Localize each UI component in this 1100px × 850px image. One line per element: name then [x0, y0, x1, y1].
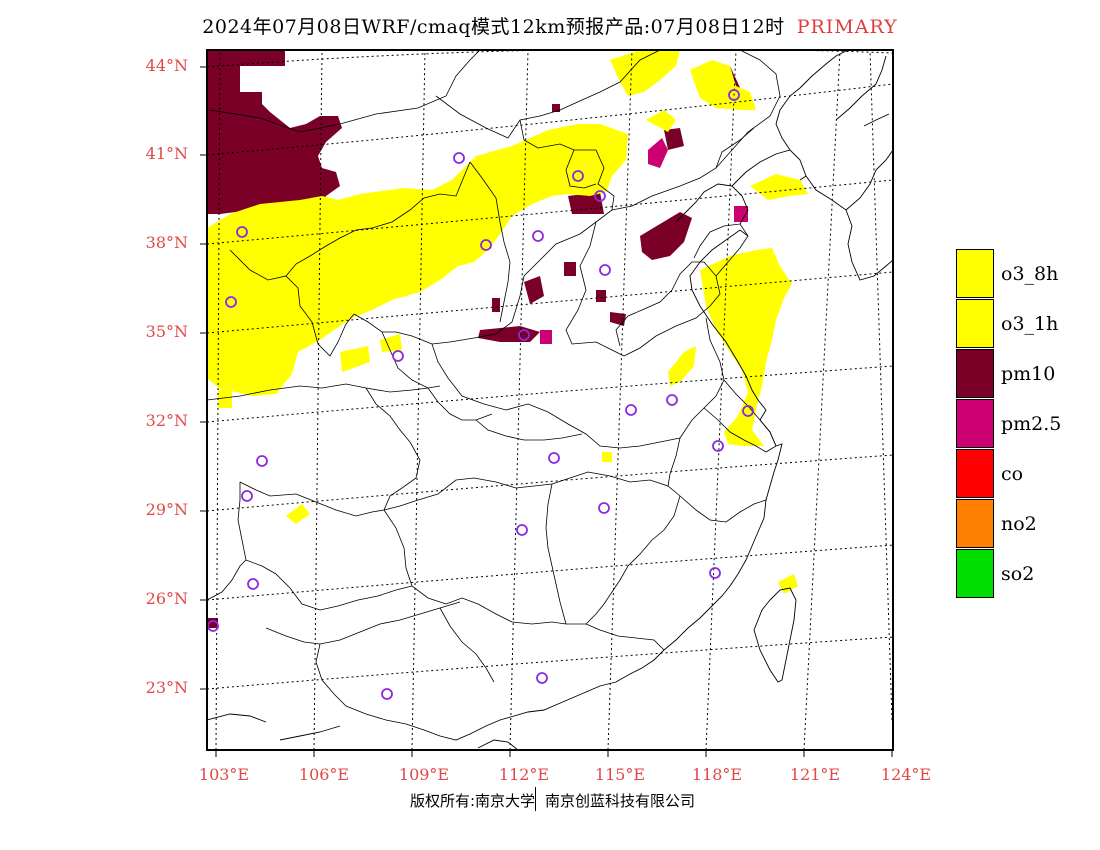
- axis-ticks: [200, 66, 893, 757]
- legend-item-o3-1h: o3_1h: [956, 299, 1100, 349]
- legend-item-co: co: [956, 449, 1100, 499]
- copyright-left: 版权所有:南京大学: [409, 792, 535, 810]
- lat-label-38: 38°N: [145, 233, 188, 252]
- legend-label: o3_8h: [1001, 263, 1059, 285]
- legend-swatch: [956, 249, 994, 298]
- legend-item-so2: so2: [956, 549, 1100, 599]
- legend-swatch: [956, 399, 994, 448]
- lon-label-109: 109°E: [398, 765, 450, 784]
- legend-item-o3-8h: o3_8h: [956, 249, 1100, 299]
- title-tag: PRIMARY: [796, 16, 898, 38]
- copyright-right: 南京创蓝科技有限公司: [545, 792, 696, 810]
- graticule: [207, 50, 893, 750]
- neighbor-boundaries: [207, 50, 893, 741]
- legend-item-pm10: pm10: [956, 349, 1100, 399]
- legend-swatch: [956, 549, 994, 598]
- lon-label-115: 115°E: [594, 765, 646, 784]
- lat-label-35: 35°N: [145, 322, 188, 341]
- lon-label-118: 118°E: [691, 765, 743, 784]
- legend-swatch: [956, 299, 994, 348]
- legend-swatch: [956, 499, 994, 548]
- province-boundaries: [207, 50, 781, 725]
- legend-label: co: [1001, 463, 1024, 485]
- legend-label: o3_1h: [1001, 313, 1059, 335]
- coastline: [405, 87, 807, 750]
- lat-label-23: 23°N: [145, 678, 188, 697]
- legend-label: pm2.5: [1001, 413, 1062, 435]
- lon-label-121: 121°E: [789, 765, 841, 784]
- legend-item-pm25: pm2.5: [956, 399, 1100, 449]
- lat-label-32: 32°N: [145, 411, 188, 430]
- lon-label-124: 124°E: [880, 765, 932, 784]
- lat-label-41: 41°N: [145, 144, 188, 163]
- footer-divider: [535, 787, 536, 811]
- lon-label-112: 112°E: [498, 765, 550, 784]
- lat-label-29: 29°N: [145, 500, 188, 519]
- lon-label-103: 103°E: [198, 765, 250, 784]
- map-title: 2024年07月08日WRF/cmaq模式12km预报产品:07月08日12时 P…: [0, 12, 1100, 39]
- legend-swatch: [956, 449, 994, 498]
- legend-swatch: [956, 349, 994, 398]
- lat-label-44: 44°N: [145, 56, 188, 75]
- map-frame: [206, 49, 894, 751]
- legend-label: no2: [1001, 513, 1037, 535]
- pm25-region: [540, 138, 748, 344]
- legend-item-no2: no2: [956, 499, 1100, 549]
- legend-label: so2: [1001, 563, 1035, 585]
- lat-label-26: 26°N: [145, 589, 188, 608]
- title-text: 2024年07月08日WRF/cmaq模式12km预报产品:07月08日12时: [202, 16, 785, 38]
- legend-label: pm10: [1001, 363, 1056, 385]
- o3-region: [207, 50, 808, 594]
- lon-label-106: 106°E: [298, 765, 350, 784]
